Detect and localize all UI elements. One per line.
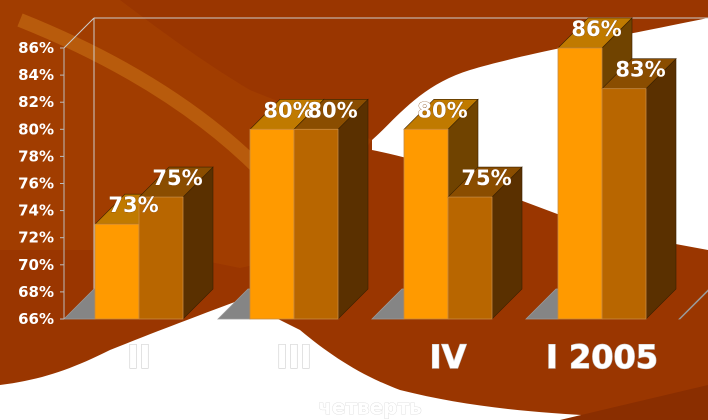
y-tick-label: 80% bbox=[18, 120, 54, 138]
bar bbox=[138, 166, 214, 320]
bar-front bbox=[293, 128, 339, 320]
x-axis-title: четверть bbox=[318, 395, 422, 419]
bar bbox=[601, 57, 677, 320]
data-label: 80% bbox=[307, 98, 357, 122]
bar-side bbox=[645, 57, 677, 320]
data-label: 83% bbox=[615, 58, 665, 82]
y-tick-label: 84% bbox=[18, 66, 54, 84]
bar-group bbox=[94, 17, 677, 320]
bar bbox=[447, 166, 523, 320]
y-tick-label: 70% bbox=[18, 256, 54, 274]
x-tick-label: II bbox=[127, 338, 151, 376]
bar-front bbox=[601, 88, 647, 320]
x-axis: четверть II III IV I 2005 bbox=[126, 337, 658, 419]
bar-front bbox=[557, 47, 603, 320]
x-tick-label: I 2005 bbox=[546, 338, 658, 376]
y-tick-label: 78% bbox=[18, 147, 54, 165]
y-tick-label: 86% bbox=[18, 39, 54, 57]
y-tick-label: 72% bbox=[18, 229, 54, 247]
background-white-swoosh bbox=[0, 300, 708, 420]
y-tick-label: 76% bbox=[18, 175, 54, 193]
data-label: 73% bbox=[108, 193, 158, 217]
y-tick-label: 68% bbox=[18, 283, 54, 301]
bar bbox=[293, 98, 369, 320]
data-label: 80% bbox=[417, 98, 467, 122]
data-label: 80% bbox=[263, 98, 313, 122]
x-tick-label: III bbox=[276, 338, 312, 376]
x-tick-label: IV bbox=[430, 338, 467, 376]
bar-front bbox=[138, 196, 184, 320]
y-tick-label: 74% bbox=[18, 202, 54, 220]
floor-segment bbox=[678, 289, 708, 320]
bar-front bbox=[403, 128, 449, 320]
data-label: 86% bbox=[571, 17, 621, 41]
y-tick-label: 82% bbox=[18, 93, 54, 111]
frame-back-edge bbox=[94, 17, 708, 19]
bar-side bbox=[337, 98, 369, 320]
data-labels: 73%75%80%80% 80%75%86%83% bbox=[108, 17, 666, 218]
data-label: 75% bbox=[461, 166, 511, 190]
data-label: 75% bbox=[152, 166, 202, 190]
y-axis: 66% 68% 70% 72% 74% 76% 78% 80% 82% 84% 86% bbox=[18, 39, 65, 328]
bar-front bbox=[249, 128, 295, 320]
bar-front bbox=[94, 223, 140, 320]
bar-front bbox=[447, 196, 493, 320]
background-corner bbox=[560, 385, 708, 420]
y-tick-label: 66% bbox=[18, 310, 54, 328]
